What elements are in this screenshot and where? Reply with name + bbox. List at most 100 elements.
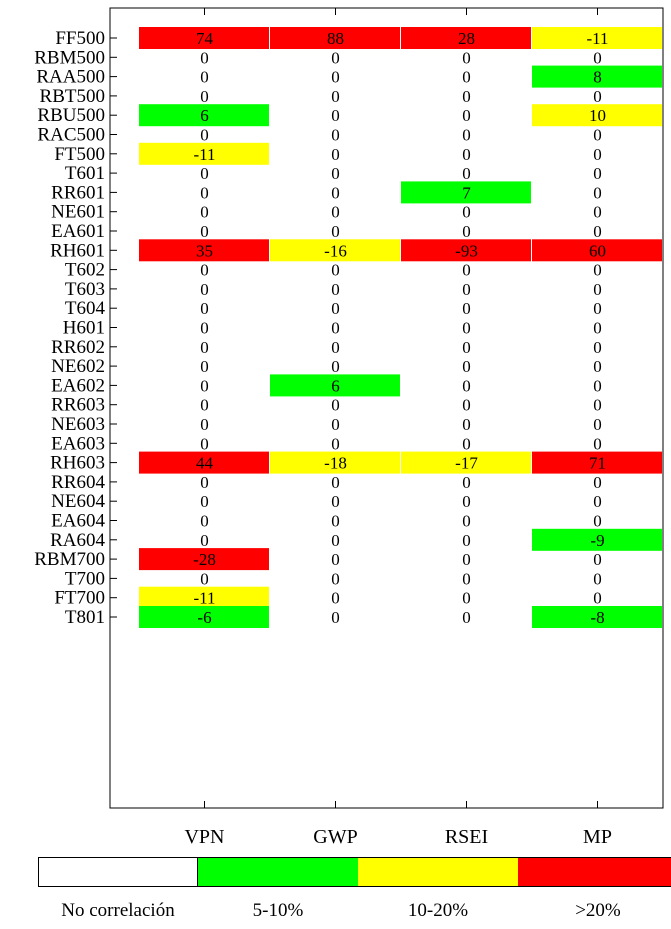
row-label: RH603 <box>50 453 105 474</box>
cell-value-label: 0 <box>200 473 209 492</box>
cell-value-label: 0 <box>200 376 209 395</box>
cell-value-label: 28 <box>458 29 475 48</box>
heatmap-cell <box>532 606 662 628</box>
cell-value-label: 0 <box>200 434 209 453</box>
cell-value-label: 0 <box>331 203 340 222</box>
cell-value-label: 0 <box>462 164 471 183</box>
cell-value-label: -11 <box>193 145 215 164</box>
cell-value-label: 6 <box>200 106 209 125</box>
heatmap-cell <box>139 27 269 49</box>
cell-value-label: 0 <box>462 319 471 338</box>
heatmap-cell <box>532 104 662 127</box>
cell-value-label: 35 <box>196 241 213 260</box>
cell-value-label: 0 <box>462 203 471 222</box>
cell-value-label: 0 <box>331 512 340 531</box>
row-label: RR604 <box>51 472 105 493</box>
row-label: RBT500 <box>40 86 105 107</box>
legend-label: 10-20% <box>407 900 469 921</box>
row-label: RA604 <box>50 530 105 551</box>
heatmap-cell <box>139 586 269 609</box>
heatmap-cell <box>401 27 531 49</box>
cell-value-label: 0 <box>331 126 340 145</box>
column-label: GWP <box>313 826 357 848</box>
cell-value-label: 0 <box>593 222 602 241</box>
cell-value-label: 0 <box>593 338 602 357</box>
row-label: FT500 <box>54 144 105 165</box>
cell-value-label: 0 <box>462 126 471 145</box>
row-label: NE604 <box>51 491 105 512</box>
row-label: RBM700 <box>34 549 105 570</box>
heatmap-cell <box>532 528 662 551</box>
row-label: NE602 <box>51 356 105 377</box>
heatmap-cell <box>139 239 269 262</box>
row-label: RR601 <box>51 182 105 203</box>
cell-value-label: 10 <box>589 106 606 125</box>
cell-value-label: 0 <box>593 280 602 299</box>
cell-value-label: -17 <box>455 454 478 473</box>
cell-value-label: 0 <box>462 396 471 415</box>
column-label: MP <box>583 826 612 848</box>
heatmap-cell <box>270 239 400 262</box>
cell-value-label: 0 <box>593 512 602 531</box>
cell-value-label: 0 <box>200 48 209 67</box>
row-label: T602 <box>65 260 105 281</box>
cell-value-label: 0 <box>462 68 471 87</box>
row-label: RBU500 <box>37 105 105 126</box>
cell-value-label: 0 <box>331 68 340 87</box>
cell-value-label: -28 <box>193 550 216 569</box>
cell-value-label: 0 <box>331 299 340 318</box>
cell-value-label: 0 <box>200 338 209 357</box>
heatmap-cell <box>270 451 400 474</box>
cell-value-label: -16 <box>324 241 347 260</box>
cell-value-label: 0 <box>331 48 340 67</box>
heatmap-cell <box>270 27 400 49</box>
legend-label: No correlación <box>61 900 175 921</box>
cell-value-label: 0 <box>200 261 209 280</box>
legend-swatch <box>518 857 671 887</box>
cell-value-label: 0 <box>462 376 471 395</box>
row-label: RAC500 <box>37 125 105 146</box>
cell-value-label: -11 <box>193 589 215 608</box>
cell-value-label: 0 <box>462 357 471 376</box>
cell-value-label: 74 <box>196 29 214 48</box>
cell-value-label: 0 <box>462 492 471 511</box>
row-label: T801 <box>65 607 105 628</box>
cell-value-label: 0 <box>331 319 340 338</box>
row-label: EA602 <box>51 375 105 396</box>
cell-value-label: 0 <box>593 550 602 569</box>
row-label: FF500 <box>55 28 105 49</box>
cell-value-label: 0 <box>200 415 209 434</box>
row-label: FT700 <box>54 588 105 609</box>
cell-value-label: 60 <box>589 241 606 260</box>
heatmap-cell <box>401 181 531 204</box>
row-label: RH601 <box>50 240 105 261</box>
plot-frame <box>109 7 664 809</box>
row-label: EA604 <box>51 511 105 532</box>
legend-swatch <box>38 857 198 887</box>
cell-value-label: 44 <box>196 454 214 473</box>
cell-value-label: 0 <box>593 434 602 453</box>
cell-value-label: 0 <box>593 48 602 67</box>
cell-value-label: 0 <box>331 550 340 569</box>
heatmap-cell <box>401 451 531 474</box>
cell-value-label: 0 <box>593 299 602 318</box>
cell-value-label: 0 <box>331 164 340 183</box>
heatmap-cell <box>532 65 662 88</box>
heatmap-cell <box>532 239 662 262</box>
cell-value-label: 0 <box>331 473 340 492</box>
cell-value-label: 0 <box>462 569 471 588</box>
cell-value-label: 0 <box>462 434 471 453</box>
cell-value-label: 0 <box>462 280 471 299</box>
heatmap-cell <box>139 451 269 474</box>
cell-value-label: 0 <box>331 434 340 453</box>
cell-value-label: 0 <box>200 280 209 299</box>
cell-value-label: 0 <box>462 338 471 357</box>
row-label: T604 <box>65 298 106 319</box>
legend-swatch <box>198 857 358 887</box>
cell-value-label: 0 <box>593 145 602 164</box>
cell-value-label: 0 <box>200 222 209 241</box>
cell-value-label: 0 <box>200 164 209 183</box>
column-label: VPN <box>184 826 224 848</box>
row-label: H601 <box>63 318 105 339</box>
